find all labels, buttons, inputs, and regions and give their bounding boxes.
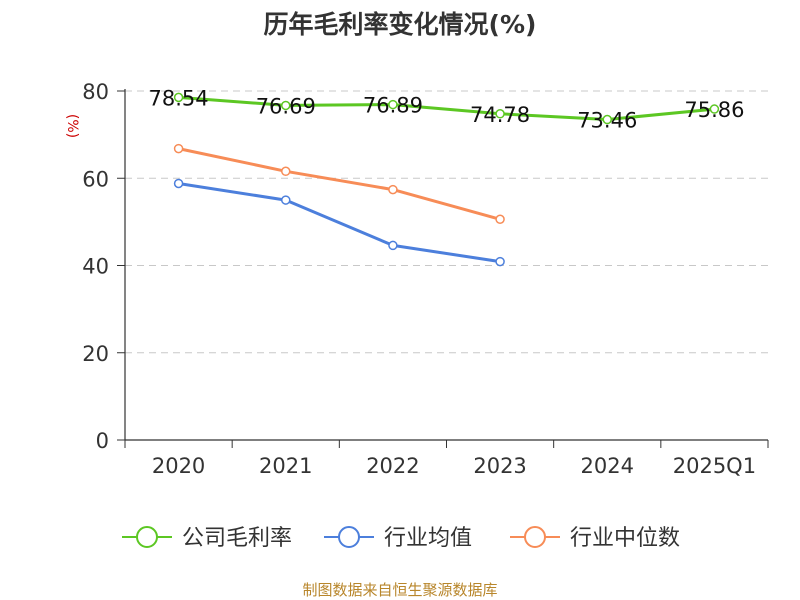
axes: 0 20 40 60 80 2020 2021 2022 2023 2024 2025Q1 <box>82 80 769 478</box>
x-tick-label: 2021 <box>259 454 312 478</box>
series-lines: 78.54 76.69 76.89 74.78 73.46 75.86 <box>149 86 744 267</box>
data-point <box>281 195 291 205</box>
y-tick-label: 60 <box>82 167 109 191</box>
legend-label: 行业均值 <box>384 526 472 551</box>
legend-label: 公司毛利率 <box>182 526 292 551</box>
legend-swatch-marker <box>338 526 360 548</box>
y-tick-label: 80 <box>82 80 109 104</box>
data-label: 78.54 <box>149 86 209 110</box>
y-axis-label: (%) <box>64 114 80 138</box>
data-point <box>602 114 612 125</box>
data-point <box>388 99 398 110</box>
data-point <box>281 100 291 111</box>
chart-title: 历年毛利率变化情况(%) <box>264 10 537 39</box>
x-tick-label: 2023 <box>473 454 526 478</box>
data-label: 76.89 <box>363 94 423 118</box>
y-tick-label: 0 <box>96 429 109 453</box>
data-label: 73.46 <box>577 109 637 133</box>
data-label: 76.69 <box>256 94 316 118</box>
data-point <box>388 184 398 195</box>
data-point <box>495 214 505 225</box>
legend-swatch-marker <box>136 526 158 548</box>
data-label: 74.78 <box>470 103 530 127</box>
data-point <box>709 104 720 114</box>
y-tick-label: 40 <box>82 255 109 279</box>
data-point <box>495 256 505 267</box>
data-label: 75.86 <box>684 98 744 122</box>
y-tick-label: 20 <box>82 342 109 366</box>
series-line-2 <box>178 147 501 221</box>
grid-lines <box>125 90 768 354</box>
data-point <box>173 92 184 103</box>
x-tick-label: 2020 <box>152 454 205 478</box>
series-line-0 <box>178 95 715 121</box>
data-point <box>173 178 184 189</box>
data-point <box>173 143 184 154</box>
x-tick-label: 2024 <box>581 454 634 478</box>
data-point <box>388 240 398 251</box>
legend-label: 行业中位数 <box>570 526 680 551</box>
data-source-note: 制图数据来自恒生聚源数据库 <box>302 581 497 599</box>
x-tick-label: 2022 <box>366 454 419 478</box>
series-line-1 <box>178 182 501 264</box>
legend-swatch-marker <box>524 526 546 548</box>
legend: 公司毛利率 行业均值 行业中位数 <box>122 526 680 551</box>
x-tick-label: 2025Q1 <box>673 454 756 478</box>
data-point <box>281 166 291 177</box>
data-point <box>495 109 505 119</box>
